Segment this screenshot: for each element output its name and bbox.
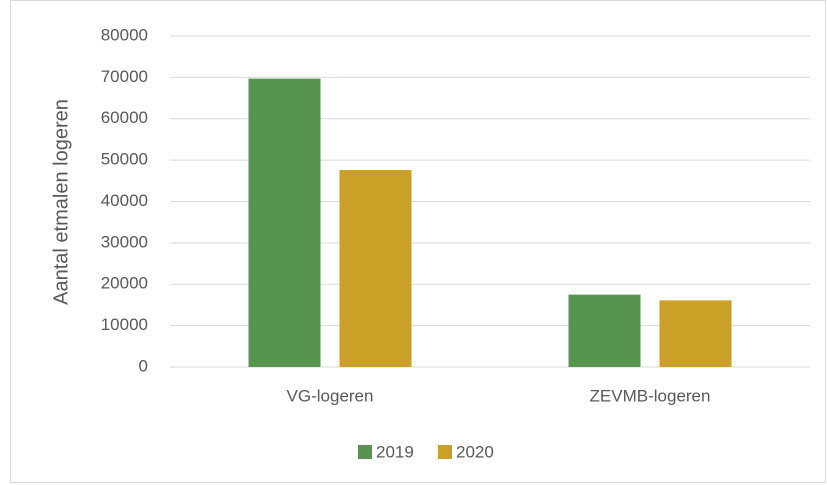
y-axis-label: Aantal etmalen logeren <box>50 99 72 305</box>
bar <box>248 78 321 368</box>
legend-label: 2020 <box>456 442 494 461</box>
y-tick-label: 10000 <box>101 315 148 334</box>
y-tick-label: 40000 <box>101 191 148 210</box>
x-tick-label: ZEVMB-logeren <box>590 386 711 405</box>
legend-label: 2019 <box>376 442 414 461</box>
y-tick-label: 80000 <box>101 25 148 44</box>
y-tick-label: 70000 <box>101 67 148 86</box>
y-tick-label: 0 <box>139 356 148 375</box>
x-tick-label: VG-logeren <box>287 386 374 405</box>
chart-border <box>10 0 826 483</box>
bar <box>568 294 641 367</box>
y-tick-label: 20000 <box>101 274 148 293</box>
bar <box>339 170 412 367</box>
y-tick-label: 60000 <box>101 108 148 127</box>
y-tick-label: 50000 <box>101 150 148 169</box>
y-tick-label: 30000 <box>101 232 148 251</box>
bar <box>659 300 732 367</box>
legend-swatch <box>438 445 452 459</box>
legend-swatch <box>358 445 372 459</box>
